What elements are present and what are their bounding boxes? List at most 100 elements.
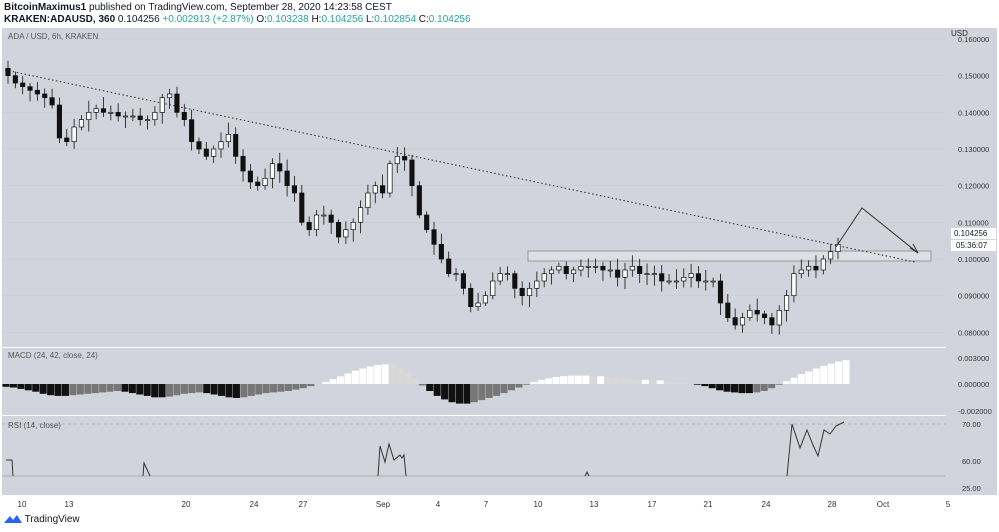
macd-bar — [760, 384, 768, 391]
bullish-candle — [651, 273, 657, 276]
macd-bar — [114, 384, 122, 391]
macd-bar — [515, 384, 523, 388]
macd-bar — [730, 384, 738, 393]
bullish-candle — [798, 269, 804, 275]
bearish-candle — [468, 287, 474, 308]
macd-bar — [634, 379, 642, 384]
macd-bar — [723, 384, 731, 392]
macd-bar — [522, 384, 530, 385]
macd-bar — [701, 384, 709, 387]
bullish-candle — [93, 108, 99, 113]
macd-bar — [604, 377, 612, 384]
bullish-candle — [394, 155, 400, 165]
macd-bar — [151, 384, 159, 398]
bullish-candle — [152, 111, 158, 121]
x-tick-label: 10 — [18, 500, 27, 509]
bullish-candle — [644, 273, 650, 276]
x-tick-label: 28 — [828, 500, 837, 509]
bullish-candle — [218, 141, 224, 150]
macd-bar — [716, 384, 724, 391]
bearish-candle — [284, 170, 290, 187]
bearish-candle — [27, 86, 33, 91]
x-tick-label: 24 — [250, 500, 259, 509]
macd-bar — [493, 384, 501, 396]
macd-bar — [322, 381, 330, 384]
macd-bar — [32, 384, 40, 392]
macd-bar — [121, 384, 129, 392]
macd-bar — [389, 365, 397, 384]
macd-bar — [270, 384, 278, 393]
y-tick-label: 0.080000 — [958, 328, 989, 337]
bearish-candle — [416, 185, 422, 216]
bullish-candle — [710, 280, 716, 283]
bullish-candle — [784, 295, 790, 311]
bullish-candle — [607, 269, 613, 272]
y-axis-unit: USD — [951, 29, 968, 38]
price-change: +0.002913 (+2.87%) — [162, 14, 254, 25]
bearish-candle — [291, 185, 298, 194]
open-value: 0.103238 — [266, 14, 309, 25]
bullish-candle — [747, 309, 753, 319]
x-tick-label: Oct — [877, 500, 890, 509]
bearish-candle — [174, 93, 180, 113]
macd-bar — [641, 379, 649, 384]
bearish-candle — [299, 192, 305, 223]
bearish-candle — [402, 155, 408, 161]
macd-bar — [433, 384, 441, 396]
macd-bar — [277, 384, 285, 392]
macd-bar — [247, 384, 255, 396]
macd-bar — [381, 364, 389, 384]
macd-bar — [671, 381, 679, 384]
macd-bar — [448, 384, 456, 403]
arrow-head-icon — [909, 243, 919, 254]
bullish-candle — [666, 280, 672, 283]
macd-bar — [753, 384, 761, 393]
macd-bar — [835, 361, 843, 384]
macd-bar — [76, 384, 84, 395]
bullish-candle — [673, 280, 679, 283]
macd-tick-label: 0.003000 — [958, 354, 989, 363]
macd-bar — [314, 384, 322, 385]
open-label: O: — [256, 14, 267, 25]
y-tick-label: 0.090000 — [958, 292, 989, 301]
macd-bar — [678, 382, 686, 384]
bullish-candle — [791, 273, 797, 297]
macd-bar — [9, 384, 17, 388]
x-tick-label: Sep — [376, 500, 391, 509]
bullish-candle — [387, 163, 393, 194]
bullish-candle — [78, 119, 85, 128]
macd-bar — [842, 360, 850, 384]
bearish-candle — [247, 170, 253, 183]
macd-bar — [664, 381, 672, 384]
tradingview-logo[interactable]: TradingView — [4, 514, 80, 525]
bullish-candle — [211, 148, 217, 157]
macd-bar — [567, 375, 575, 384]
macd-bar — [99, 384, 107, 393]
macd-bar — [106, 384, 114, 392]
macd-bar — [783, 381, 791, 384]
rsi-line — [142, 461, 151, 477]
macd-bar — [143, 384, 151, 396]
bullish-candle — [585, 265, 591, 268]
y-tick-label: 0.120000 — [958, 182, 989, 191]
high-label: H: — [311, 14, 322, 25]
bullish-candle — [688, 273, 694, 278]
macd-bar — [552, 377, 560, 384]
bullish-candle — [343, 229, 349, 238]
macd-bar — [805, 371, 813, 384]
bearish-candle — [189, 119, 195, 143]
price-pane-title: ADA / USD, 6h, KRAKEN — [8, 32, 98, 41]
x-axis-labels: 10 13 20 24 27 Sep 4 7 10 13 17 21 24 28 Oct 5 — [18, 500, 951, 509]
macd-bar — [485, 384, 493, 398]
macd-bar — [299, 384, 307, 389]
macd-bar — [203, 384, 211, 394]
candle-countdown: 05:36:07 — [956, 241, 988, 250]
bullish-candle — [321, 214, 327, 217]
bearish-candle — [12, 75, 18, 84]
current-price-label: 0.104256 — [954, 229, 988, 238]
macd-bar — [403, 372, 411, 384]
bearish-candle — [100, 108, 107, 113]
bullish-candle — [262, 177, 268, 187]
macd-bar — [136, 384, 144, 395]
